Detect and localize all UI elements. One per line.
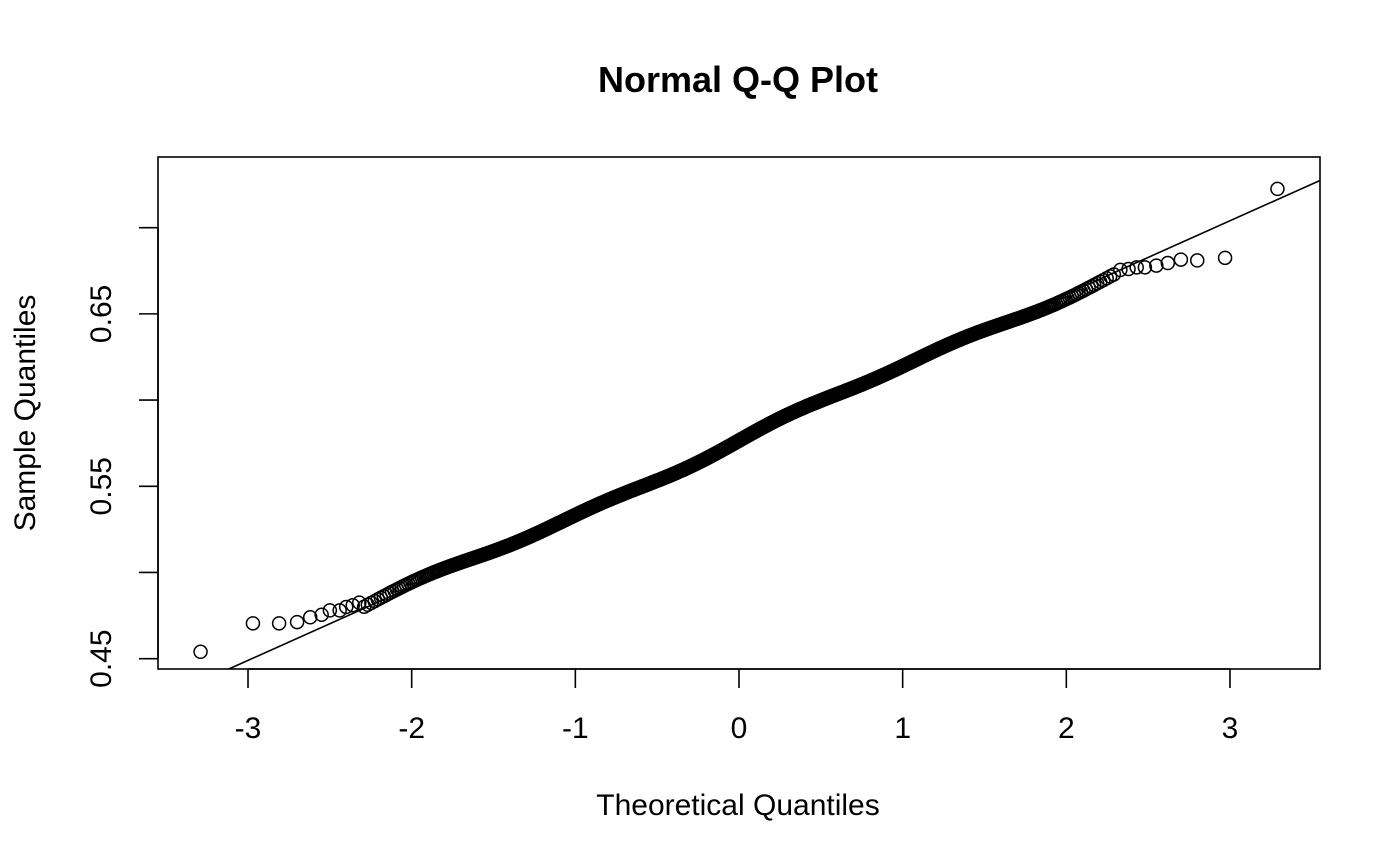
- x-tick-label: 0: [731, 712, 748, 745]
- data-point-tail: [1129, 260, 1144, 275]
- data-point-tail: [314, 607, 329, 622]
- data-point-tail: [1149, 258, 1164, 273]
- data-point-tail: [193, 644, 208, 660]
- chart-title: Normal Q-Q Plot: [598, 59, 878, 100]
- y-axis: 0.45 0.55 0.65: [85, 226, 159, 688]
- x-axis-label: Theoretical Quantiles: [596, 789, 879, 822]
- y-tick-label: 0.45: [85, 629, 118, 687]
- data-point-tail: [289, 614, 305, 630]
- y-axis-label: Sample Quantiles: [9, 295, 42, 532]
- x-tick-label: 2: [1058, 712, 1075, 745]
- x-axis: -3 -2 -1 0 1 2 3: [235, 668, 1239, 745]
- data-point-tail: [1160, 255, 1176, 271]
- data-point-tail: [338, 599, 354, 615]
- y-tick-label: 0.55: [85, 457, 118, 515]
- qq-reference-line: [228, 179, 1321, 670]
- x-tick-label: 3: [1222, 712, 1239, 745]
- data-points: [193, 181, 1285, 660]
- data-point-tail: [245, 616, 261, 631]
- data-point-tail: [322, 603, 338, 618]
- data-point-tail: [352, 595, 367, 610]
- y-tick-label: 0.65: [85, 285, 118, 343]
- data-point-tail: [1217, 250, 1233, 266]
- data-point-tail: [345, 597, 361, 613]
- data-point-tail: [271, 616, 287, 631]
- data-point-tail: [1190, 253, 1205, 268]
- x-tick-label: -2: [398, 712, 425, 745]
- data-point-tail: [1137, 260, 1153, 275]
- x-tick-label: -1: [562, 712, 589, 745]
- x-tick-label: 1: [894, 712, 911, 745]
- x-tick-label: -3: [235, 712, 262, 745]
- plot-frame: [157, 156, 1321, 670]
- data-point-tail: [1270, 181, 1285, 197]
- data-point-tail: [1173, 252, 1189, 267]
- data-point-tail: [302, 610, 318, 625]
- data-point-tail: [1113, 262, 1128, 278]
